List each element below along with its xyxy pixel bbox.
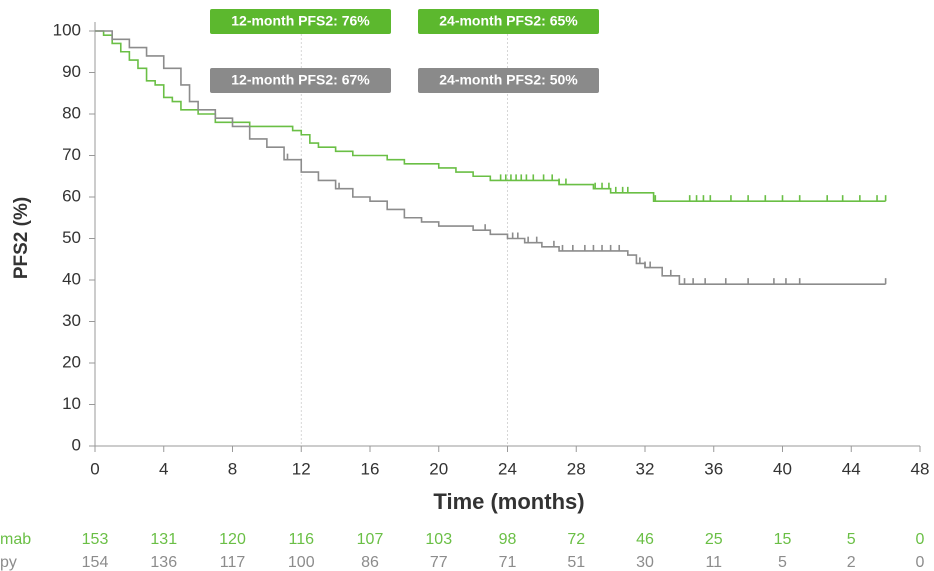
x-tick-label: 36 [704, 459, 723, 478]
at-risk-count: 2 [847, 554, 856, 571]
y-tick-label: 90 [62, 62, 81, 81]
annotation-box [418, 68, 599, 93]
at-risk-count: 11 [705, 554, 722, 571]
y-tick-label: 0 [72, 435, 81, 454]
at-risk-count: 72 [567, 531, 585, 548]
y-axis-label: PFS2 (%) [11, 197, 32, 279]
annotation-text: 24-month PFS2: 65% [439, 13, 578, 29]
x-axis-label: Time (months) [433, 489, 584, 514]
x-tick-label: 8 [228, 459, 237, 478]
at-risk-count: 0 [916, 554, 925, 571]
at-risk-count: 0 [916, 531, 925, 548]
at-risk-count: 51 [567, 554, 585, 571]
y-tick-label: 30 [62, 311, 81, 330]
at-risk-count: 154 [82, 554, 109, 571]
y-tick-label: 10 [62, 394, 81, 413]
x-tick-label: 40 [773, 459, 792, 478]
risk-label: py [0, 554, 17, 571]
at-risk-count: 100 [288, 554, 315, 571]
y-tick-label: 100 [53, 20, 81, 39]
y-tick-label: 50 [62, 228, 81, 247]
at-risk-count: 46 [636, 531, 654, 548]
at-risk-count: 116 [288, 531, 314, 548]
y-tick-label: 80 [62, 103, 81, 122]
x-tick-label: 48 [911, 459, 930, 478]
at-risk-count: 71 [499, 554, 517, 571]
x-tick-label: 24 [498, 459, 517, 478]
at-risk-count: 5 [778, 554, 787, 571]
annotation-box [210, 68, 391, 93]
y-tick-label: 40 [62, 269, 81, 288]
at-risk-count: 25 [705, 531, 723, 548]
at-risk-count: 30 [636, 554, 654, 571]
at-risk-count: 98 [499, 531, 517, 548]
x-tick-label: 32 [636, 459, 655, 478]
annotation-text: 12-month PFS2: 67% [231, 72, 370, 88]
y-tick-label: 70 [62, 145, 81, 164]
at-risk-count: 153 [82, 531, 109, 548]
at-risk-count: 86 [361, 554, 379, 571]
x-tick-label: 20 [429, 459, 448, 478]
at-risk-count: 5 [847, 531, 856, 548]
at-risk-count: 107 [357, 531, 384, 548]
at-risk-count: 103 [425, 531, 452, 548]
x-tick-label: 12 [292, 459, 311, 478]
x-tick-label: 44 [842, 459, 861, 478]
x-tick-label: 4 [159, 459, 168, 478]
annotation-text: 24-month PFS2: 50% [439, 72, 578, 88]
at-risk-count: 117 [220, 554, 246, 571]
risk-label: mab [0, 531, 31, 548]
annotation-text: 12-month PFS2: 76% [231, 13, 370, 29]
at-risk-count: 131 [150, 531, 177, 548]
survival-curve [95, 30, 886, 202]
at-risk-count: 120 [219, 531, 246, 548]
x-tick-label: 28 [567, 459, 586, 478]
at-risk-count: 77 [430, 554, 448, 571]
survival-curve [95, 30, 886, 285]
x-tick-label: 16 [361, 459, 380, 478]
at-risk-count: 15 [774, 531, 792, 548]
x-tick-label: 0 [90, 459, 99, 478]
annotation-box [210, 9, 391, 34]
at-risk-count: 136 [150, 554, 177, 571]
y-tick-label: 20 [62, 352, 81, 371]
annotation-box [418, 9, 599, 34]
y-tick-label: 60 [62, 186, 81, 205]
